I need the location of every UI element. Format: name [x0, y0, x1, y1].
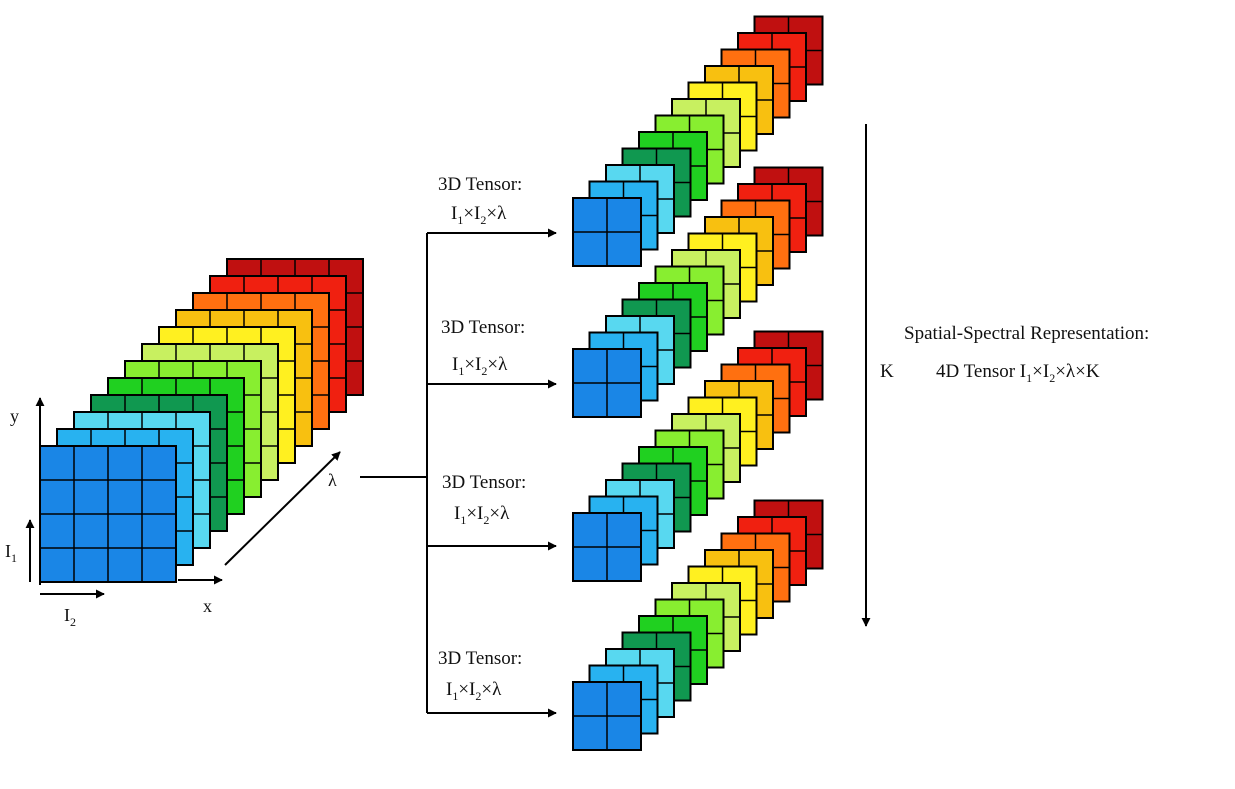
t2-rest: ×λ	[487, 354, 508, 375]
i2-sub: 2	[70, 615, 76, 629]
t4-i2-sub: 2	[475, 689, 481, 703]
tensor-2-title: 3D Tensor:	[441, 317, 525, 338]
tensor-2-dims: I1×I2×λ	[452, 354, 508, 378]
k-label: K	[880, 361, 894, 382]
representation-subtitle: 4D Tensor I1×I2×λ×K	[936, 361, 1100, 385]
t2-i2-sub: 2	[481, 364, 487, 378]
representation-title: Spatial-Spectral Representation:	[904, 323, 1149, 344]
t4-i1-sub: 1	[452, 689, 458, 703]
lambda-axis-arrow	[224, 451, 341, 566]
tensor-1-dims: I1×I2×λ	[451, 203, 507, 227]
t4-times-1: ×I	[458, 679, 475, 700]
t4-rest: ×λ	[481, 679, 502, 700]
rep-times-1: ×I	[1032, 361, 1049, 382]
t3-i1-sub: 1	[460, 513, 466, 527]
tensor-1-title: 3D Tensor:	[438, 174, 522, 195]
t1-i1: I	[451, 203, 457, 224]
t3-i1: I	[454, 503, 460, 524]
i2-label: I2	[64, 605, 76, 629]
rep-i2-sub: 2	[1049, 371, 1055, 385]
rep-i1-sub: 1	[1026, 371, 1032, 385]
stack-3-layer-1	[572, 512, 642, 582]
x-axis-label: x	[203, 596, 212, 616]
t2-times-1: ×I	[464, 354, 481, 375]
i1-sub: 1	[11, 551, 17, 565]
i1-label: I1	[5, 541, 17, 565]
t3-times-1: ×I	[466, 503, 483, 524]
stack-2-layer-1	[572, 348, 642, 418]
t1-i2-sub: 2	[480, 213, 486, 227]
tensor-stack-2	[572, 166, 824, 418]
tensor-stack-1	[572, 15, 824, 267]
hyperspectral-cube	[39, 258, 364, 583]
rep-rest: ×λ×K	[1055, 361, 1100, 382]
stack-1-layer-1	[572, 197, 642, 267]
tensor-stack-4	[572, 499, 824, 751]
tensor-4-dims: I1×I2×λ	[446, 679, 502, 703]
t3-i2-sub: 2	[483, 513, 489, 527]
i2-sym: I	[64, 605, 70, 625]
t1-times-1: ×I	[463, 203, 480, 224]
tensor-stack-3	[572, 330, 824, 582]
y-axis-label: y	[10, 406, 19, 426]
rep-prefix: 4D Tensor I	[936, 361, 1026, 382]
i1-sym: I	[5, 541, 11, 561]
t1-i1-sub: 1	[457, 213, 463, 227]
tensor-3-dims: I1×I2×λ	[454, 503, 510, 527]
tensor-4-title: 3D Tensor:	[438, 648, 522, 669]
tensor-3-title: 3D Tensor:	[442, 472, 526, 493]
lambda-axis-label: λ	[328, 470, 337, 490]
big-cube-layer-1	[39, 445, 177, 583]
stack-4-layer-1	[572, 681, 642, 751]
t3-rest: ×λ	[489, 503, 510, 524]
t2-i1-sub: 1	[458, 364, 464, 378]
t4-i1: I	[446, 679, 452, 700]
t1-rest: ×λ	[486, 203, 507, 224]
t2-i1: I	[452, 354, 458, 375]
